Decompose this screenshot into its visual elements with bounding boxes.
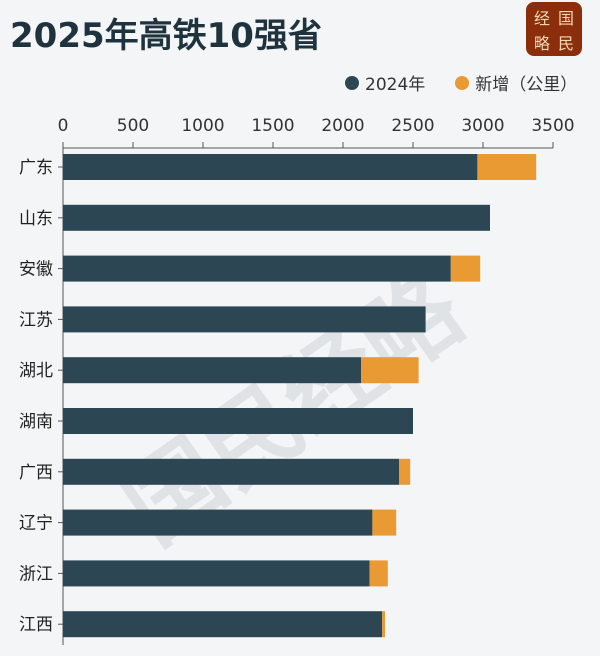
category-label: 山东 [19, 209, 53, 229]
x-tick-label: 2000 [321, 116, 364, 136]
bar-2024 [63, 357, 362, 384]
legend-label-new: 新增（公里） [475, 75, 578, 95]
x-tick-label: 1500 [251, 116, 294, 136]
bar-2024 [63, 408, 413, 434]
x-tick-label: 1000 [181, 116, 224, 136]
bar-2024 [63, 306, 426, 333]
legend: 2024年 新增（公里） [345, 70, 577, 95]
category-label: 湖南 [19, 412, 53, 432]
category-label: 浙江 [19, 564, 53, 584]
bar-2024 [63, 204, 490, 231]
logo-char: 国 [557, 8, 574, 28]
category-label: 广东 [19, 158, 53, 178]
category-label: 广西 [19, 463, 53, 483]
legend-swatch-new [455, 75, 470, 90]
brand-logo: 经 国 略 民 [526, 2, 582, 56]
bar-2024 [63, 255, 451, 282]
category-label: 湖北 [19, 361, 53, 381]
x-tick-label: 500 [117, 116, 149, 136]
legend-swatch-2024 [345, 75, 359, 90]
bar-new [477, 154, 537, 180]
bar-2024 [63, 458, 399, 485]
bar-new [382, 611, 385, 638]
bar-2024 [63, 154, 478, 180]
bar-2024 [63, 509, 373, 536]
bar-new [372, 509, 397, 536]
logo-char: 经 [533, 8, 550, 28]
category-label: 安徽 [19, 260, 53, 280]
x-tick-label: 0 [58, 116, 69, 136]
legend-label-2024: 2024年 [365, 75, 426, 95]
category-label: 江苏 [19, 310, 53, 330]
bar-new [369, 560, 388, 587]
bar-new [361, 357, 419, 384]
logo-char: 民 [557, 33, 574, 53]
x-tick-label: 2500 [391, 116, 434, 136]
chart-title: 2025年高铁10强省 [10, 16, 322, 56]
bar-2024 [63, 560, 370, 587]
x-tick-label: 3500 [531, 116, 574, 136]
x-tick-label: 3000 [461, 116, 504, 136]
bar-new [450, 255, 481, 282]
bar-2024 [63, 611, 383, 638]
logo-char: 略 [533, 33, 550, 53]
bar-new [399, 458, 411, 485]
category-label: 江西 [19, 615, 53, 635]
category-label: 辽宁 [19, 514, 53, 534]
